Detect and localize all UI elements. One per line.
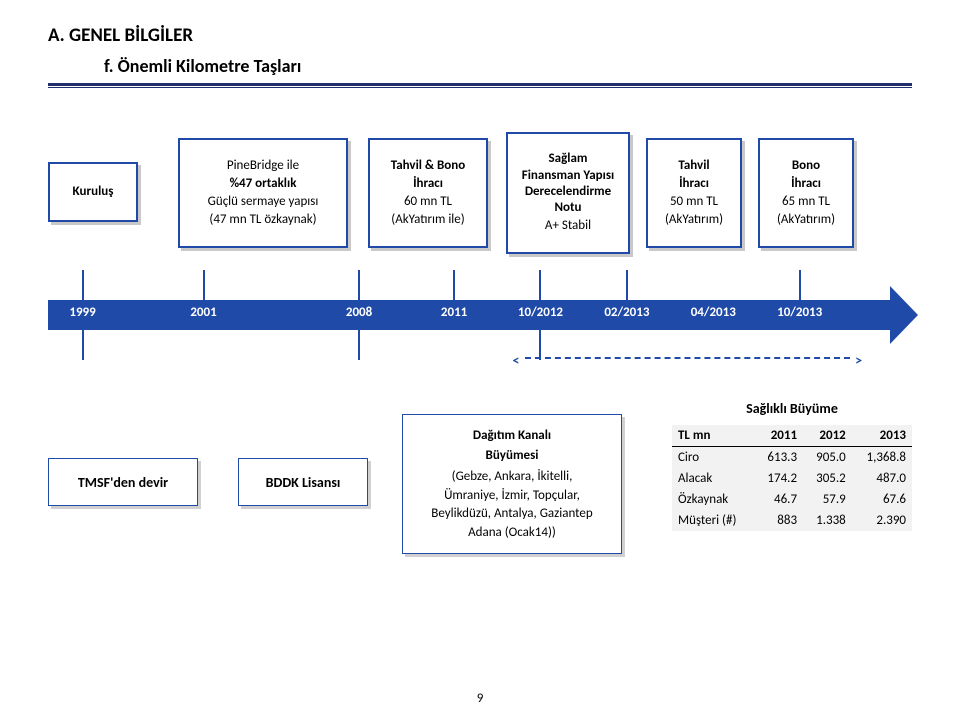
page-number: 9: [477, 691, 484, 706]
tick-up: [358, 270, 360, 300]
milestone-box-2: Tahvil & Bono İhracı 60 mn TL (AkYatırım il…: [368, 138, 488, 248]
milestone-line: (47 mn TL özkaynak): [209, 212, 316, 228]
milestone-box-0: Kuruluş: [48, 162, 138, 222]
tick-up: [539, 270, 541, 300]
table-cell: 305.2: [803, 468, 852, 489]
table-cell: 174.2: [754, 468, 803, 489]
bottom-box-0: TMSF'den devir: [48, 458, 198, 506]
table-cell: 67.6: [852, 489, 912, 510]
growth-col-2: 2012: [803, 425, 852, 447]
milestone-line: (AkYatırım): [777, 212, 835, 228]
milestone-line: İhracı: [679, 176, 709, 192]
bottom-box-line: (Gebze, Ankara, İkitelli,: [452, 468, 573, 486]
table-row: Müşteri (#)8831.3382.390: [672, 510, 912, 531]
timeline-year-10-2012: 10/2012: [518, 305, 563, 320]
tick-down: [539, 330, 541, 360]
table-cell: 883: [754, 510, 803, 531]
milestone-line: İhracı: [413, 176, 443, 192]
table-cell: 1,368.8: [852, 447, 912, 469]
bracket-line: [525, 357, 851, 359]
table-cell: 487.0: [852, 468, 912, 489]
tick-down: [358, 330, 360, 360]
bottom-box-line: Ümraniye, İzmir, Topçular,: [444, 487, 580, 505]
milestone-line: Bono: [792, 158, 820, 174]
milestone-line: 60 mn TL: [404, 194, 452, 210]
timeline-year-10-2013: 10/2013: [777, 305, 822, 320]
milestone-line: Tahvil: [678, 158, 709, 174]
tick-up: [453, 270, 455, 300]
bottom-box-2: Dağıtım Kanalı Büyümesi (Gebze, Ankara, İk…: [402, 414, 622, 554]
timeline-arrowhead-icon: [890, 286, 918, 344]
table-row: Alacak174.2305.2487.0: [672, 468, 912, 489]
milestone-line: PineBridge ile: [227, 158, 299, 174]
timeline-bar: [48, 300, 890, 330]
growth-col-0: TL mn: [672, 425, 754, 447]
timeline-year-1999: 1999: [69, 305, 95, 320]
milestone-line: (AkYatırım): [665, 212, 723, 228]
tick-up: [799, 270, 801, 300]
bottom-box-line: Büyümesi: [486, 447, 539, 465]
milestone-line: %47 ortaklık: [230, 176, 297, 192]
divider-thick: [48, 83, 912, 86]
bottom-box-1: BDDK Lisansı: [238, 458, 368, 506]
growth-title: Sağlıklı Büyüme: [672, 400, 912, 417]
milestone-line: İhracı: [791, 176, 821, 192]
timeline: < > 199920012008201110/201202/201304/201…: [48, 292, 912, 338]
table-cell: 46.7: [754, 489, 803, 510]
milestone-box-5: Bono İhracı 65 mn TL (AkYatırım): [758, 138, 854, 248]
milestone-line: Tahvil & Bono: [391, 158, 465, 174]
bottom-box-line: Dağıtım Kanalı: [473, 427, 551, 445]
tick-up: [82, 270, 84, 300]
table-cell: Alacak: [672, 468, 754, 489]
milestone-line: A+ Stabil: [545, 218, 591, 234]
bracket-right-cap-icon: >: [855, 352, 862, 369]
table-cell: Müşteri (#): [672, 510, 754, 531]
milestone-line: Güçlü sermaye yapısı: [208, 194, 319, 210]
timeline-dashed-bracket: < >: [515, 348, 861, 366]
tick-up: [203, 270, 205, 300]
table-row: Ciro613.3905.01,368.8: [672, 447, 912, 469]
timeline-year-04-2013: 04/2013: [691, 305, 736, 320]
table-cell: Ciro: [672, 447, 754, 469]
bottom-box-line: Beylikdüzü, Antalya, Gaziantep: [431, 505, 592, 523]
milestone-box-4: Tahvil İhracı 50 mn TL (AkYatırım): [646, 138, 742, 248]
growth-col-3: 2013: [852, 425, 912, 447]
subheading: f. Önemli Kilometre Taşları: [104, 55, 912, 77]
milestone-line: 65 mn TL: [782, 194, 830, 210]
milestone-line: (AkYatırım ile): [391, 212, 464, 228]
table-cell: 1.338: [803, 510, 852, 531]
bottom-box-line: BDDK Lisansı: [266, 474, 341, 491]
tick-up: [626, 270, 628, 300]
timeline-year-2008: 2008: [346, 305, 372, 320]
bracket-left-cap-icon: <: [513, 352, 520, 369]
growth-table-wrap: Sağlıklı Büyüme TL mn201120122013 Ciro61…: [672, 400, 912, 531]
growth-col-1: 2011: [754, 425, 803, 447]
timeline-year-2001: 2001: [190, 305, 216, 320]
timeline-year-02-2013: 02/2013: [604, 305, 649, 320]
table-cell: 2.390: [852, 510, 912, 531]
milestone-line: Sağlam Finansman Yapısı Derecelendirme N…: [518, 151, 618, 216]
tick-down: [82, 330, 84, 360]
table-cell: 57.9: [803, 489, 852, 510]
divider-thin: [48, 87, 912, 88]
table-cell: 613.3: [754, 447, 803, 469]
milestones-row: Kuruluş PineBridge ile %47 ortaklık Güçlü s…: [48, 126, 912, 266]
table-row: Özkaynak46.757.967.6: [672, 489, 912, 510]
table-cell: Özkaynak: [672, 489, 754, 510]
bottom-box-line: TMSF'den devir: [78, 474, 168, 491]
milestone-line: Kuruluş: [73, 184, 114, 200]
bottom-box-line: Adana (Ocak14)): [468, 524, 556, 542]
growth-table: TL mn201120122013 Ciro613.3905.01,368.8A…: [672, 425, 912, 531]
table-cell: 905.0: [803, 447, 852, 469]
milestone-line: 50 mn TL: [670, 194, 718, 210]
milestone-box-1: PineBridge ile %47 ortaklık Güçlü sermaye …: [178, 138, 348, 248]
bottom-row: Sağlıklı Büyüme TL mn201120122013 Ciro61…: [48, 408, 912, 598]
timeline-year-2011: 2011: [441, 305, 467, 320]
milestone-box-3: Sağlam Finansman Yapısı Derecelendirme N…: [506, 132, 630, 254]
section-heading: A. GENEL BİLGİLER: [48, 24, 912, 47]
